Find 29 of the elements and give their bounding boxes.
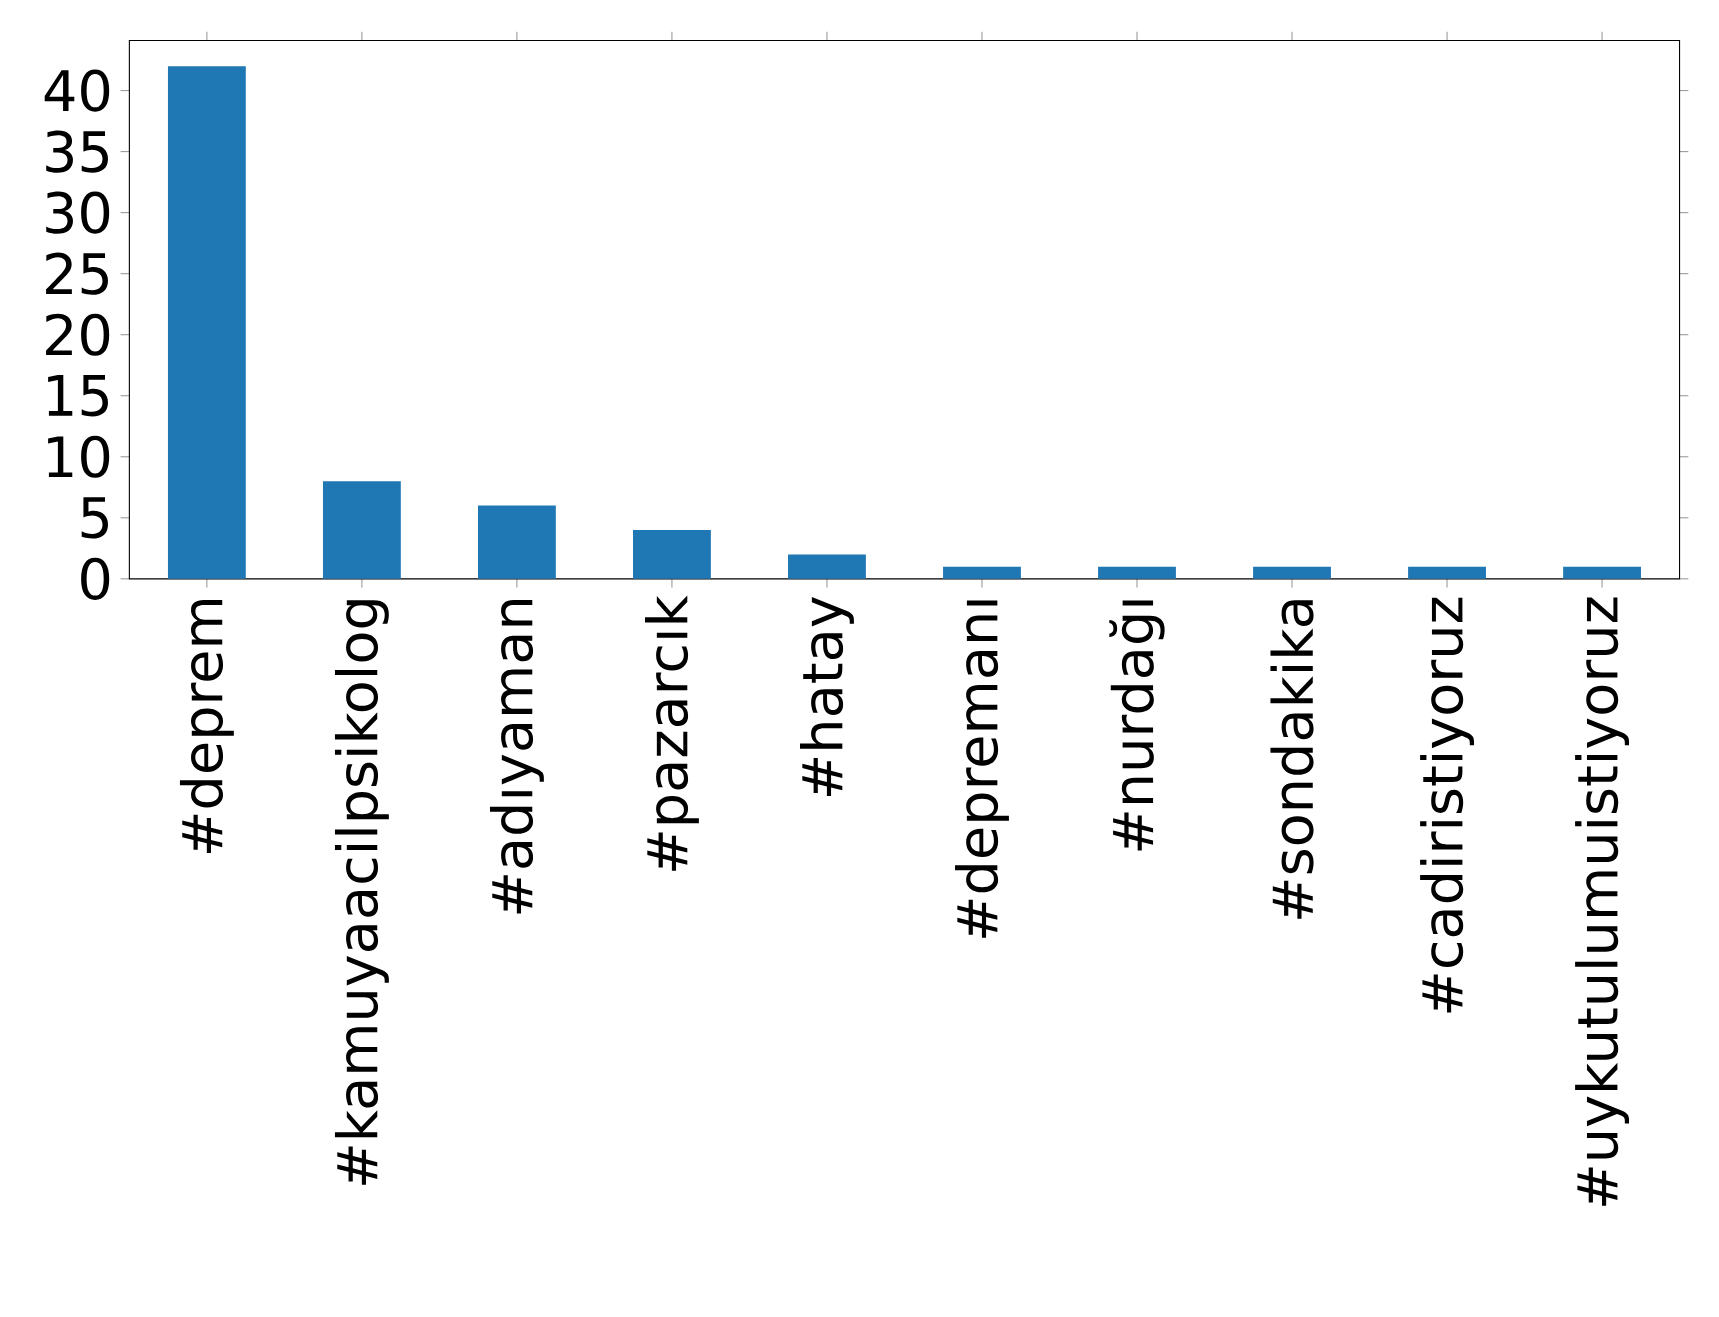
x-tick-label: #nurdağı (1109, 600, 1165, 851)
bar (167, 66, 246, 580)
x-tick-label: #kamuyaacilpsikolog (334, 600, 389, 1185)
y-tick-label: 30 (46, 191, 110, 234)
x-tick-label: #uykutulumuistiyoruz (1575, 597, 1629, 1206)
bar (1253, 566, 1331, 580)
bar (633, 530, 711, 580)
x-tick-label: #sondakika (1270, 600, 1314, 919)
bar (788, 554, 866, 580)
y-tick-label: 0 (81, 557, 110, 601)
x-tick-label: #hatay (800, 597, 854, 797)
y-tick-label: 20 (46, 313, 110, 356)
x-tick-label: #adıyaman (489, 600, 544, 914)
x-tick-label: #deprem (179, 600, 234, 854)
y-tick-label: 15 (48, 375, 108, 417)
x-tick-label: #cadiristiyoruz (1420, 597, 1474, 1013)
bar (478, 505, 556, 580)
y-tick-label: 5 (81, 497, 108, 539)
y-tick-label: 25 (46, 252, 108, 295)
bar (943, 566, 1021, 580)
bar (1098, 566, 1176, 580)
y-tick-label: 40 (44, 69, 110, 112)
x-tick-label: #pazarcık (644, 595, 699, 871)
bar (322, 481, 401, 580)
bar (1563, 566, 1641, 580)
y-tick-label: 10 (48, 435, 110, 479)
bar (1408, 566, 1486, 580)
y-tick-label: 35 (46, 130, 108, 173)
x-tick-label: #depremanı (955, 600, 1009, 939)
